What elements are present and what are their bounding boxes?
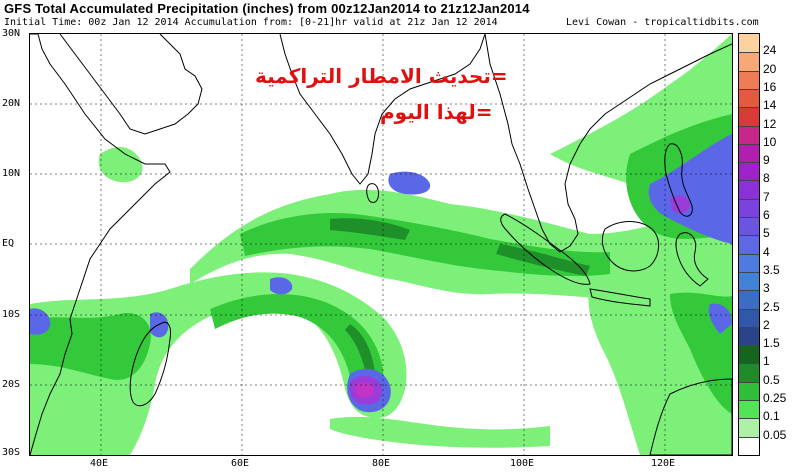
colorbar-label: 2.5 [763,299,780,314]
lon-label-100e: 100E [510,458,535,469]
colorbar-bin [739,180,759,199]
map-title: GFS Total Accumulated Precipitation (inc… [4,1,530,16]
rain-purple-2 [670,195,690,214]
arabic-annotation-line2: =لهذا اليوم [380,100,493,124]
lon-label-120e: 120E [651,458,676,469]
colorbar-bin [739,271,759,291]
rain-dark-2 [345,324,375,374]
colorbar-label: 2 [763,317,770,332]
sumatra-coast [500,213,591,285]
colorbar-label: 0.05 [763,427,787,442]
colorbar-label: 6 [763,208,770,223]
arabia-coast [59,34,203,135]
colorbar [738,33,760,456]
colorbar-bin [739,436,759,455]
rain-north-indian [98,147,143,183]
colorbar-label: 10 [763,134,777,149]
lat-label-20s: 20S [2,379,21,390]
lon-label-40e: 40E [90,458,109,469]
colorbar-bin [739,70,759,89]
colorbar-label: 1 [763,354,770,369]
colorbar-label: 1.5 [763,336,780,351]
colorbar-label: 20 [763,61,777,76]
lon-label-80e: 80E [372,458,391,469]
rain-dark-3 [496,244,590,276]
lat-label-20n: 20N [2,98,21,109]
colorbar-bin [739,235,759,254]
colorbar-bin [739,363,759,382]
colorbar-bin [739,400,759,419]
colorbar-bin [739,34,759,53]
colorbar-bin [739,52,759,71]
colorbar-bin [739,162,759,181]
colorbar-bin [739,290,759,309]
philippines-coast [664,143,693,217]
colorbar-label: 8 [763,171,770,186]
madagascar-coast [129,321,171,407]
lat-label-30n: 30N [2,28,21,39]
colorbar-bin [739,308,759,327]
colorbar-label: 16 [763,79,777,94]
rain-band-tail [330,416,550,448]
lat-label-10s: 10S [2,309,21,320]
gridlines [30,34,732,455]
colorbar-label: 12 [763,116,777,131]
arabic-annotation-line1: =تحديث الامطار التراكمية [255,64,508,88]
colorbar-label: 5 [763,226,770,241]
colorbar-bin [739,217,759,236]
colorbar-label: 3.5 [763,262,780,277]
indochina-coast [484,34,732,253]
colorbar-bin [739,198,759,218]
lon-label-60e: 60E [231,458,250,469]
rain-blue-2 [388,171,431,195]
java-coast [589,288,651,307]
credit-text: Levi Cowan - tropicaltidbits.com [566,17,759,28]
lat-label-10n: 10N [2,168,21,179]
colorbar-bin [739,125,759,144]
colorbar-label: 24 [763,43,777,58]
australia-coast [649,378,732,455]
colorbar-label: 7 [763,189,770,204]
rain-blue-6 [270,277,293,295]
precipitation-field [30,34,732,455]
colorbar-bin [739,88,759,108]
rain-mid-3 [30,313,151,380]
colorbar-bin [739,107,759,126]
colorbar-bin [739,381,759,401]
rain-magenta-1 [355,382,374,398]
borneo-coast [601,221,659,272]
colorbar-bin [739,143,759,163]
sri-lanka-coast [366,183,379,203]
india-coast [279,34,486,185]
colorbar-label: 14 [763,98,777,113]
africa-coast [30,34,171,455]
colorbar-bin [739,345,759,364]
sulawesi-coast [675,232,709,287]
colorbar-bin [739,418,759,437]
rain-dark-1 [330,218,410,240]
colorbar-label: 3 [763,281,770,296]
rain-mid-2 [210,293,384,404]
colorbar-label: 0.5 [763,372,780,387]
colorbar-label: 0.25 [763,391,787,406]
colorbar-label: 0.1 [763,409,780,424]
coastlines [30,34,732,455]
precipitation-map [29,33,733,456]
colorbar-bin [739,326,759,346]
colorbar-bin [739,253,759,272]
colorbar-label: 9 [763,153,770,168]
precipitation-map-svg [30,34,732,455]
lat-label-eq: EQ [2,238,15,249]
rain-blue-3 [648,134,732,244]
lat-label-30s: 30S [2,447,21,458]
colorbar-label: 4 [763,244,770,259]
rain-blue-7 [708,303,732,334]
map-subtitle: Initial Time: 00z Jan 12 2014 Accumulati… [4,17,498,28]
